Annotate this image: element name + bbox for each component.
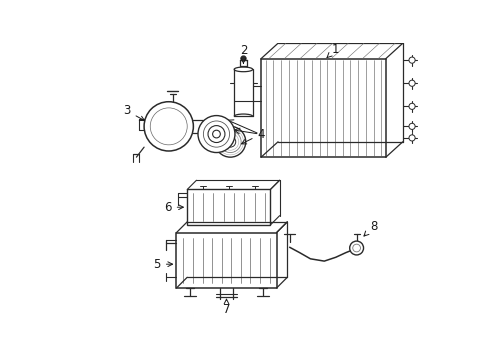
Circle shape xyxy=(198,116,235,153)
Circle shape xyxy=(353,244,361,252)
Circle shape xyxy=(409,80,415,86)
Circle shape xyxy=(144,102,194,151)
Circle shape xyxy=(409,135,415,141)
Text: 3: 3 xyxy=(123,104,145,121)
Circle shape xyxy=(225,136,236,147)
Circle shape xyxy=(409,123,415,130)
Circle shape xyxy=(409,103,415,109)
Circle shape xyxy=(150,108,187,145)
Bar xyxy=(187,189,270,225)
Text: 1: 1 xyxy=(327,43,340,58)
Text: 2: 2 xyxy=(240,44,247,63)
Bar xyxy=(176,233,276,288)
Text: 6: 6 xyxy=(164,201,183,214)
Text: 7: 7 xyxy=(223,299,230,316)
Circle shape xyxy=(208,126,225,143)
Circle shape xyxy=(215,126,246,157)
Circle shape xyxy=(213,130,220,138)
Circle shape xyxy=(203,121,229,147)
Text: 8: 8 xyxy=(364,220,377,236)
Circle shape xyxy=(350,241,364,255)
Circle shape xyxy=(409,57,415,63)
Text: 4: 4 xyxy=(242,127,265,144)
Text: 5: 5 xyxy=(153,258,172,271)
Circle shape xyxy=(220,131,241,153)
